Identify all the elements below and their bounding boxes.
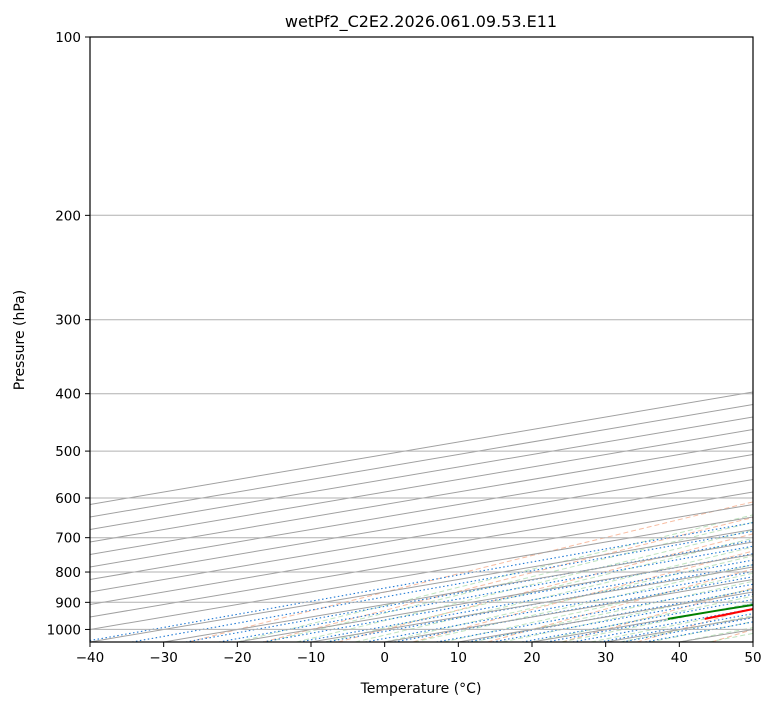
y-tick-label: 800: [55, 565, 81, 581]
x-tick-label: −20: [223, 650, 252, 666]
y-tick-label: 900: [55, 595, 81, 611]
x-tick-label: 0: [380, 650, 389, 666]
x-tick-label: 10: [450, 650, 467, 666]
moist-adiabat-line: [296, 529, 753, 642]
y-tick-label: 1000: [47, 622, 81, 638]
y-tick-label: 600: [55, 491, 81, 507]
moist-adiabat-line: [266, 521, 753, 642]
y-axis-ticks: 100 200 300 400 500 600 700 800 900 1000: [47, 30, 90, 638]
y-tick-label: 500: [55, 444, 81, 460]
isotherm-line: [90, 466, 753, 581]
y-tick-label: 300: [55, 313, 81, 329]
dry-adiabat-line: [562, 587, 753, 642]
x-tick-label: 50: [744, 650, 761, 666]
isotherm-line: [90, 516, 753, 631]
x-tick-label: −10: [297, 650, 326, 666]
x-tick-label: −40: [76, 650, 105, 666]
moist-adiabat-line: [325, 537, 753, 642]
isotherm-line: [90, 441, 753, 556]
y-tick-label: 100: [55, 30, 81, 46]
mixing-ratio-line: [572, 608, 753, 642]
grid-lines: [90, 37, 753, 642]
isotherm-line: [90, 478, 753, 593]
mixing-ratio-line: [131, 530, 753, 642]
plot-frame: [89, 36, 754, 643]
background-reference-lines: [90, 501, 753, 642]
x-axis-ticks: −40 −30 −20 −10 0 10 20 30 40 50: [76, 642, 762, 666]
x-tick-label: 20: [523, 650, 540, 666]
moist-adiabat-line: [384, 555, 753, 642]
mixing-ratio-line: [599, 613, 753, 642]
chart-title: wetPf2_C2E2.2026.061.09.53.E11: [285, 12, 557, 32]
mixing-ratio-line: [299, 559, 753, 642]
y-tick-label: 400: [55, 387, 81, 403]
mixing-ratio-line: [622, 617, 753, 642]
dry-adiabat-line: [188, 501, 753, 642]
y-tick-label: 700: [55, 531, 81, 547]
y-tick-label: 200: [55, 208, 81, 224]
mixing-ratio-line: [185, 539, 753, 642]
x-tick-label: 30: [597, 650, 614, 666]
isotherm-line: [90, 528, 753, 642]
x-tick-label: 40: [671, 650, 688, 666]
isotherm-line: [90, 503, 753, 618]
y-axis-label: Pressure (hPa): [12, 290, 28, 390]
moist-adiabat-line: [502, 588, 753, 642]
isotherm-line: [90, 491, 753, 606]
mixing-ratio-line: [326, 564, 753, 642]
isotherm-line: [90, 428, 753, 543]
mixing-ratio-line: [218, 545, 753, 642]
isotherm-line: [90, 453, 753, 568]
x-tick-label: −30: [149, 650, 178, 666]
x-axis-label: Temperature (°C): [360, 681, 482, 697]
